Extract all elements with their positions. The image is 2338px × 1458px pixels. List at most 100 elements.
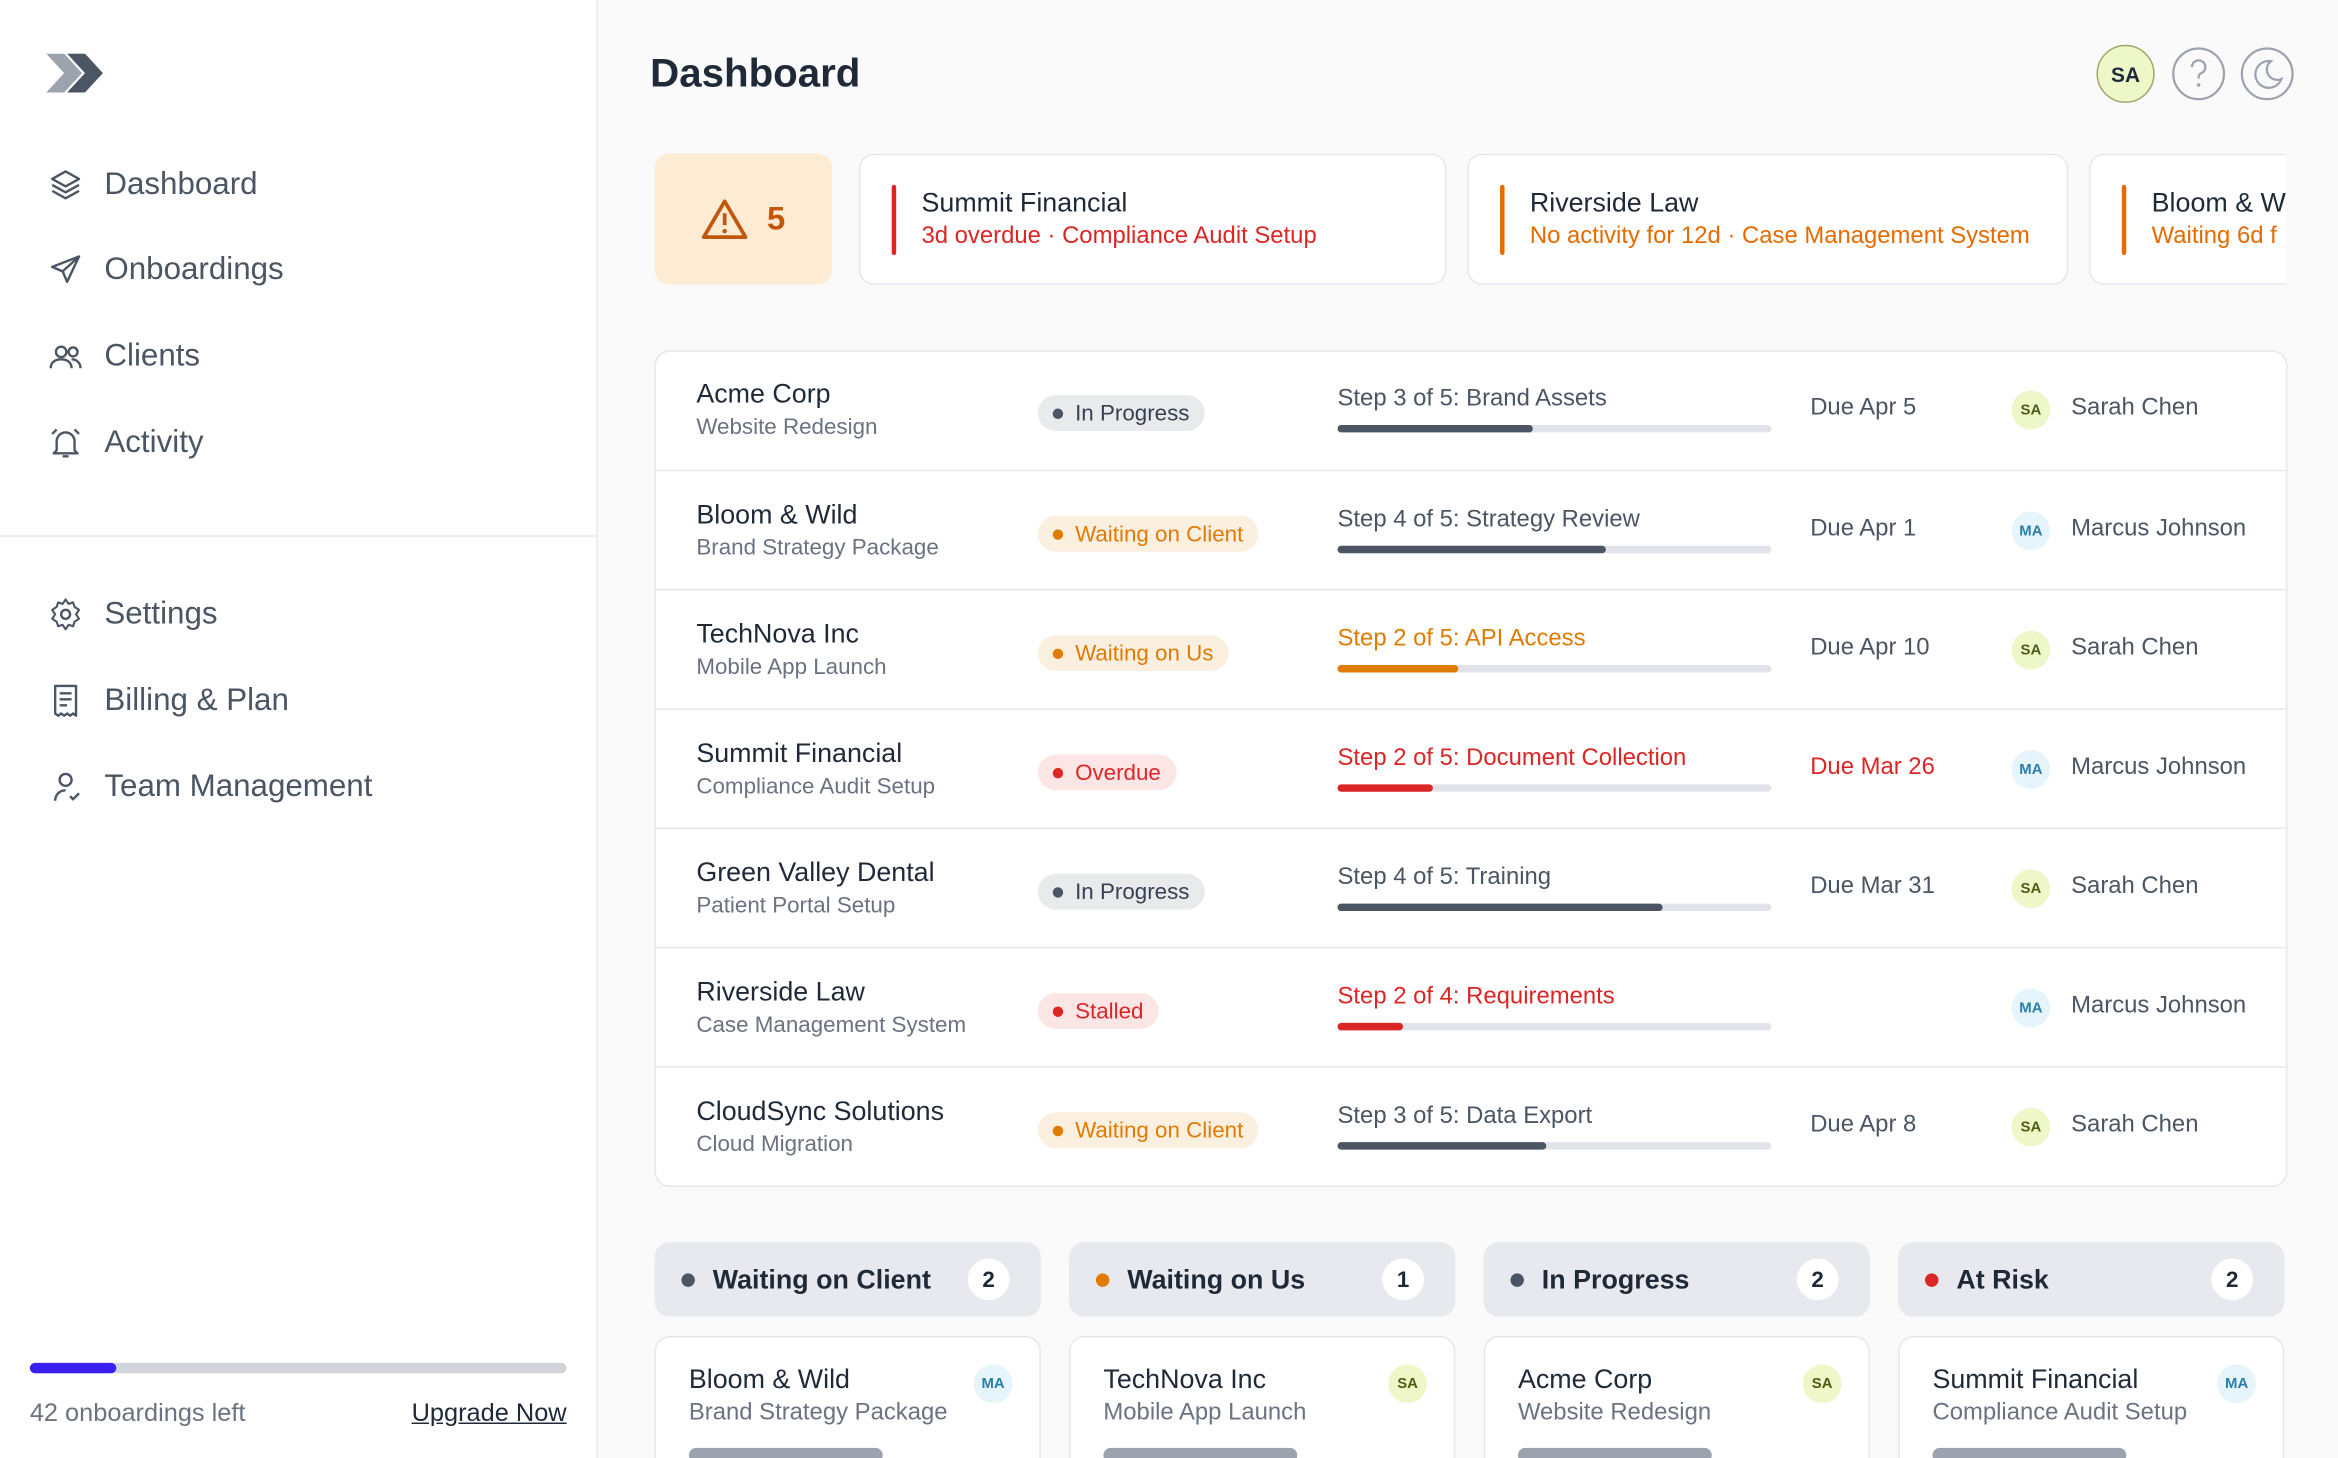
card-project: Compliance Audit Setup <box>1932 1400 2188 1426</box>
column-dot <box>1095 1272 1110 1287</box>
owner-name: Sarah Chen <box>2071 395 2199 421</box>
avatar: SA <box>2011 630 2051 670</box>
status-dot <box>1052 767 1064 778</box>
progress-track <box>1337 784 1772 792</box>
step-text: Step 3 of 5: Brand Assets <box>1337 386 1607 412</box>
status-dot <box>1052 407 1064 419</box>
nav-label: Dashboard <box>104 167 258 202</box>
help-button[interactable] <box>2171 46 2226 101</box>
table-row[interactable]: Riverside Law Case Management System Stall… <box>656 946 2286 1066</box>
nav-item[interactable]: Team Management <box>48 765 372 810</box>
nav-item[interactable]: Settings <box>48 592 218 637</box>
nav-item[interactable]: Dashboard <box>48 163 258 208</box>
status-text: Stalled <box>1075 998 1144 1024</box>
avatar: SA <box>2011 1107 2051 1147</box>
avatar: MA <box>973 1364 1013 1404</box>
alert-card[interactable]: Bloom & Wild Waiting 6d f <box>2089 153 2286 285</box>
column-header: In Progress 2 <box>1483 1242 1870 1317</box>
table-row[interactable]: Bloom & Wild Brand Strategy Package Waitin… <box>656 469 2286 589</box>
due-date: Due Mar 31 <box>1810 873 1935 900</box>
alert-name: Bloom & Wild <box>2151 187 2286 218</box>
project-name: Patient Portal Setup <box>696 893 896 919</box>
due-date: Due Mar 26 <box>1810 754 1935 780</box>
theme-toggle[interactable] <box>2240 46 2295 101</box>
column-count: 2 <box>967 1258 1010 1301</box>
card-project: Brand Strategy Package <box>688 1400 948 1426</box>
progress-bar <box>1337 1022 1403 1031</box>
client-name: Acme Corp <box>696 378 831 409</box>
board-card[interactable]: Bloom & Wild Brand Strategy Package MA <box>654 1336 1041 1458</box>
alert-card[interactable]: Summit Financial 3d overdue · Compliance … <box>858 153 1447 285</box>
column-count: 2 <box>2211 1258 2254 1301</box>
project-name: Compliance Audit Setup <box>696 773 936 800</box>
due-date: Due Apr 5 <box>1810 395 1917 421</box>
nav-item[interactable]: Clients <box>48 334 200 379</box>
nav-label: Billing & Plan <box>104 682 289 718</box>
status-badge: Overdue <box>1037 754 1176 791</box>
avatar: SA <box>1802 1364 1842 1404</box>
user-avatar[interactable]: SA <box>2096 44 2155 103</box>
alert-count[interactable]: 5 <box>654 153 833 285</box>
sidebar: Dashboard Onboardings Clients Activity Setti… <box>0 0 598 1458</box>
page-title: Dashboard <box>650 50 861 96</box>
status-text: Waiting on Client <box>1075 1117 1244 1143</box>
card-name: Summit Financial <box>1932 1364 2139 1395</box>
column-name: In Progress <box>1541 1263 1690 1294</box>
column-header: Waiting on Us 1 <box>1069 1242 1456 1317</box>
avatar: SA <box>2011 869 2051 909</box>
progress-track <box>1337 1022 1772 1031</box>
nav-icon <box>53 772 80 801</box>
nav-label: Activity <box>104 424 204 460</box>
status-dot <box>1052 1005 1064 1017</box>
nav-item[interactable]: Activity <box>48 420 204 465</box>
progress-track <box>1337 424 1772 433</box>
status-badge: In Progress <box>1037 395 1205 431</box>
status-text: Waiting on Us <box>1075 640 1214 666</box>
column-header: At Risk 2 <box>1898 1242 2285 1317</box>
alert-name: Riverside Law <box>1529 187 1699 218</box>
table-row[interactable]: Green Valley Dental Patient Portal Setup I… <box>656 827 2286 947</box>
upgrade-link[interactable]: Upgrade Now <box>411 1398 567 1427</box>
card-bar <box>688 1447 883 1458</box>
alert-strip: Summit Financial 3d overdue · Compliance … <box>857 153 2286 288</box>
owner-name: Sarah Chen <box>2071 635 2199 661</box>
nav-icon <box>50 255 81 284</box>
table-row[interactable]: TechNova Inc Mobile App Launch Waiting on … <box>656 588 2286 708</box>
status-badge: Waiting on Client <box>1037 515 1259 552</box>
board-card[interactable]: Summit Financial Compliance Audit Setup MA <box>1898 1336 2285 1458</box>
status-dot <box>1052 647 1064 659</box>
alert-detail: 3d overdue · Compliance Audit Setup <box>921 223 1317 250</box>
client-name: Riverside Law <box>696 976 865 1007</box>
client-name: Green Valley Dental <box>696 857 935 888</box>
avatar: SA <box>2011 390 2051 430</box>
progress-bar <box>1337 665 1459 673</box>
due-date: Due Apr 10 <box>1810 635 1930 661</box>
board-card[interactable]: TechNova Inc Mobile App Launch SA <box>1069 1336 1456 1458</box>
alert-card[interactable]: Riverside Law No activity for 12d · Case … <box>1467 153 2069 285</box>
usage-track <box>29 1362 567 1374</box>
avatar: MA <box>2217 1364 2257 1404</box>
owner-name: Marcus Johnson <box>2071 515 2247 542</box>
avatar: SA <box>1388 1364 1427 1404</box>
board-card[interactable]: Acme Corp Website Redesign SA <box>1483 1336 1870 1458</box>
main: Dashboard SA 5 Summit Financial 3d overdu… <box>598 0 2338 1458</box>
card-bar <box>1103 1447 1298 1458</box>
due-date: Due Apr 8 <box>1810 1112 1917 1138</box>
progress-track <box>1337 545 1772 554</box>
step-text: Step 2 of 5: Document Collection <box>1337 745 1687 771</box>
client-name: TechNova Inc <box>696 618 859 649</box>
table-row[interactable]: CloudSync Solutions Cloud Migration Waitin… <box>656 1066 2286 1185</box>
nav-icon <box>51 598 81 631</box>
nav-item[interactable]: Billing & Plan <box>48 678 289 723</box>
status-badge: Waiting on Us <box>1037 635 1229 671</box>
table-row[interactable]: Summit Financial Compliance Audit Setup Ov… <box>656 708 2286 827</box>
usage-progress <box>29 1362 116 1374</box>
status-text: In Progress <box>1075 879 1190 905</box>
table-row[interactable]: Acme Corp Website Redesign In Progress Step… <box>656 352 2286 468</box>
owner-name: Sarah Chen <box>2071 873 2199 900</box>
progress-bar <box>1337 545 1607 554</box>
card-name: Acme Corp <box>1517 1364 1653 1395</box>
usage-text: 42 onboardings left <box>29 1398 246 1427</box>
nav-item[interactable]: Onboardings <box>48 248 284 293</box>
